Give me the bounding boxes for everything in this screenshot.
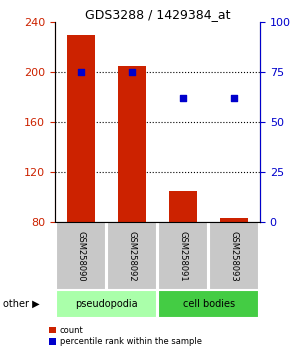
Text: cell bodies: cell bodies <box>183 299 235 309</box>
Point <box>181 95 185 101</box>
Point <box>78 69 83 75</box>
Bar <box>107 222 157 290</box>
Bar <box>66 34 95 222</box>
Bar <box>158 290 260 318</box>
Bar <box>118 66 146 222</box>
Bar <box>220 218 249 222</box>
Text: pseudopodia: pseudopodia <box>75 299 137 309</box>
Text: GSM258092: GSM258092 <box>127 231 136 281</box>
Legend: count, percentile rank within the sample: count, percentile rank within the sample <box>49 326 202 346</box>
Text: other ▶: other ▶ <box>3 299 39 309</box>
Text: GSM258091: GSM258091 <box>179 231 188 281</box>
Bar <box>158 222 208 290</box>
Bar <box>55 290 157 318</box>
Text: GSM258093: GSM258093 <box>230 230 239 281</box>
Text: GSM258090: GSM258090 <box>76 231 85 281</box>
Bar <box>209 222 260 290</box>
Point <box>130 69 134 75</box>
Point <box>232 95 237 101</box>
Bar <box>169 191 197 222</box>
Bar <box>55 222 106 290</box>
Title: GDS3288 / 1429384_at: GDS3288 / 1429384_at <box>85 8 230 21</box>
